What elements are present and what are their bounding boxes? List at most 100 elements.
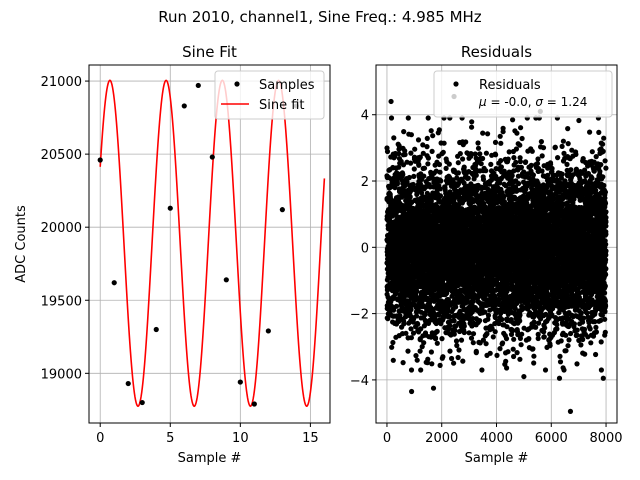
sine-fit-legend-box [214,70,325,120]
residual-point [470,298,476,304]
residual-point [461,329,467,336]
residual-point [483,150,489,156]
sine-fit-xlabel: Sample # [178,451,242,466]
figure-suptitle: Run 2010, channel1, Sine Freq.: 4.985 MH… [158,8,482,26]
residual-point [517,356,523,362]
residual-point [425,356,431,362]
residual-point [461,164,467,170]
legend-sine-fit-label: Sine fit [259,98,305,113]
residual-point [503,358,509,364]
sample-point [223,277,229,283]
residual-point [455,354,461,361]
residual-point [519,331,525,337]
residual-point [388,115,395,121]
residual-point [390,339,396,346]
residual-point [415,321,421,327]
residual-point [430,133,436,139]
residual-point [517,159,524,165]
residual-point [478,161,484,167]
residual-point [434,340,440,346]
residual-point [429,148,435,154]
residual-point [483,341,489,347]
residual-point [518,342,524,348]
residual-point [485,312,492,318]
residual-point [405,115,411,121]
residuals-points-layer [384,93,609,414]
residual-point [511,155,517,161]
residual-point [414,191,420,197]
residual-point [408,335,414,341]
residual-point [439,336,445,342]
residual-point [418,367,424,373]
legend-samples-marker [234,81,240,87]
residual-point [457,151,463,157]
residual-point [440,149,446,155]
residual-point [513,159,519,165]
residual-point [517,312,523,318]
residual-point [465,175,471,181]
residual-point [401,129,407,135]
residual-point [503,336,510,342]
residual-point [480,155,486,162]
residual-point [410,181,416,188]
residual-point [425,161,431,167]
residual-point [505,349,511,355]
residual-point [475,140,481,146]
residual-point [422,311,428,317]
residual-point [460,358,466,364]
sine-fit-ylabel: ADC Counts [14,205,29,283]
residual-point [446,161,452,167]
sample-point [195,82,201,89]
residual-point [509,117,516,123]
residual-point [408,132,414,138]
residual-point [401,321,407,327]
residual-point [420,142,426,148]
residual-point [498,158,504,164]
residual-point [470,331,477,337]
residual-point [456,347,462,353]
residual-point [437,362,443,368]
residual-point [396,164,402,170]
residual-point [453,338,460,344]
sample-point [139,399,145,406]
sine-fit-ytick-label: 19000 [41,367,82,382]
residual-point [436,127,442,133]
residual-point [432,335,439,341]
sine-fit-line [99,79,326,408]
residual-point [511,336,517,342]
residual-point [510,327,516,334]
residual-point [441,140,447,146]
residual-point [497,346,503,352]
residual-point [497,133,503,139]
residual-point [493,152,499,158]
residual-point [517,142,523,148]
sample-point [167,205,173,211]
sample-point [97,157,103,163]
sine-fit-grid [89,65,330,423]
residual-point [479,367,485,373]
sine-fit-axes: Sine Fit 0 5 10 151900019500200002050021000… [14,43,331,466]
residual-point [412,146,418,152]
residual-point [477,318,483,324]
residual-point [469,124,475,130]
residual-point [415,137,422,143]
sine-fit-xtick-label: 10 [232,431,249,446]
residual-point [434,328,440,334]
residual-point [414,357,420,363]
residual-point [404,179,410,185]
residuals-title: Residuals [461,43,532,61]
residual-point [474,187,480,193]
sine-fit-ytick-label: 20500 [41,148,82,163]
residual-point [421,340,427,346]
sine-fit-legend: Samples Sine fit [214,70,325,120]
residual-point [415,306,421,312]
residual-point [421,173,427,179]
residual-point [438,178,444,184]
residual-point [460,156,466,162]
residual-point [443,165,449,171]
residual-point [411,166,417,172]
residual-point [389,344,395,350]
residual-point [407,194,413,200]
residual-point [498,164,504,170]
